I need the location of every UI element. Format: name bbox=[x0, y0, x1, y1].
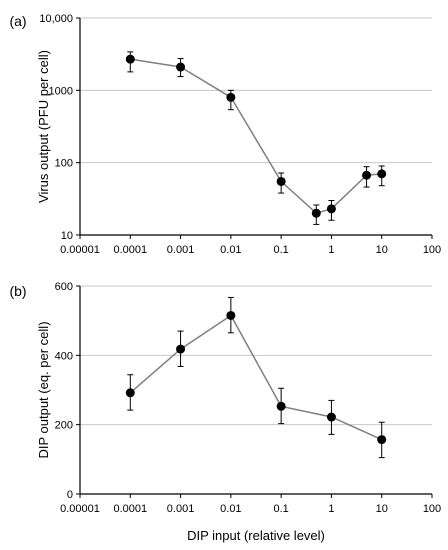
series-line bbox=[130, 58, 382, 215]
series-line bbox=[129, 314, 383, 441]
x-tick-label: 0.0001 bbox=[113, 503, 147, 515]
data-point bbox=[226, 92, 236, 102]
x-tick-label: 1 bbox=[328, 503, 334, 515]
data-point bbox=[125, 54, 135, 64]
y-axis-title: DIP output (eq. per cell) bbox=[36, 321, 51, 458]
x-tick-label: 10 bbox=[376, 503, 388, 515]
y-tick-label: 400 bbox=[55, 350, 73, 362]
chart-panel-2: 0 200 400 600 0.00001 0.0001 0.001 0.01 0.1 1 10 10… bbox=[9, 281, 441, 543]
data-point bbox=[276, 401, 286, 411]
y-tick-label: 10,000 bbox=[39, 13, 73, 25]
x-tick-label: 0.00001 bbox=[60, 503, 100, 515]
x-tick-label: 100 bbox=[423, 244, 441, 256]
x-tick-label: 0.0001 bbox=[113, 244, 147, 256]
y-tick-label: 200 bbox=[55, 420, 73, 432]
data-point bbox=[326, 412, 336, 422]
x-tick-label: 10 bbox=[376, 244, 388, 256]
panel-label: (a) bbox=[9, 13, 26, 29]
y-tick-label: 0 bbox=[67, 489, 73, 501]
x-tick-label: 1 bbox=[328, 244, 334, 256]
data-point bbox=[125, 388, 135, 398]
data-point bbox=[276, 176, 286, 186]
x-tick-label: 0.1 bbox=[273, 244, 288, 256]
x-tick-label: 0.1 bbox=[273, 503, 288, 515]
y-axis-title: Virus output (PFU per cell) bbox=[36, 50, 51, 203]
y-tick-label: 100 bbox=[55, 158, 73, 170]
x-tick-label: 0.001 bbox=[167, 503, 195, 515]
x-tick-label: 100 bbox=[423, 503, 441, 515]
data-point bbox=[377, 169, 387, 179]
y-tick-label: 600 bbox=[55, 281, 73, 293]
chart-panel-1: 10 100 1000 10,000 0.00001 0.0001 0.001 0.01 0.1… bbox=[9, 13, 441, 256]
data-point bbox=[226, 310, 236, 320]
data-point bbox=[362, 170, 372, 180]
panel-label: (b) bbox=[9, 283, 26, 299]
data-point bbox=[176, 62, 186, 72]
y-tick-label: 1000 bbox=[49, 85, 73, 97]
data-point bbox=[311, 208, 321, 218]
data-point bbox=[176, 344, 186, 354]
x-tick-label: 0.001 bbox=[167, 244, 195, 256]
x-axis-title: DIP input (relative level) bbox=[187, 528, 325, 543]
data-point bbox=[377, 435, 387, 445]
x-tick-label: 0.01 bbox=[220, 503, 241, 515]
x-tick-label: 0.00001 bbox=[60, 244, 100, 256]
data-point bbox=[326, 204, 336, 214]
x-tick-label: 0.01 bbox=[220, 244, 241, 256]
y-tick-label: 10 bbox=[61, 230, 73, 242]
